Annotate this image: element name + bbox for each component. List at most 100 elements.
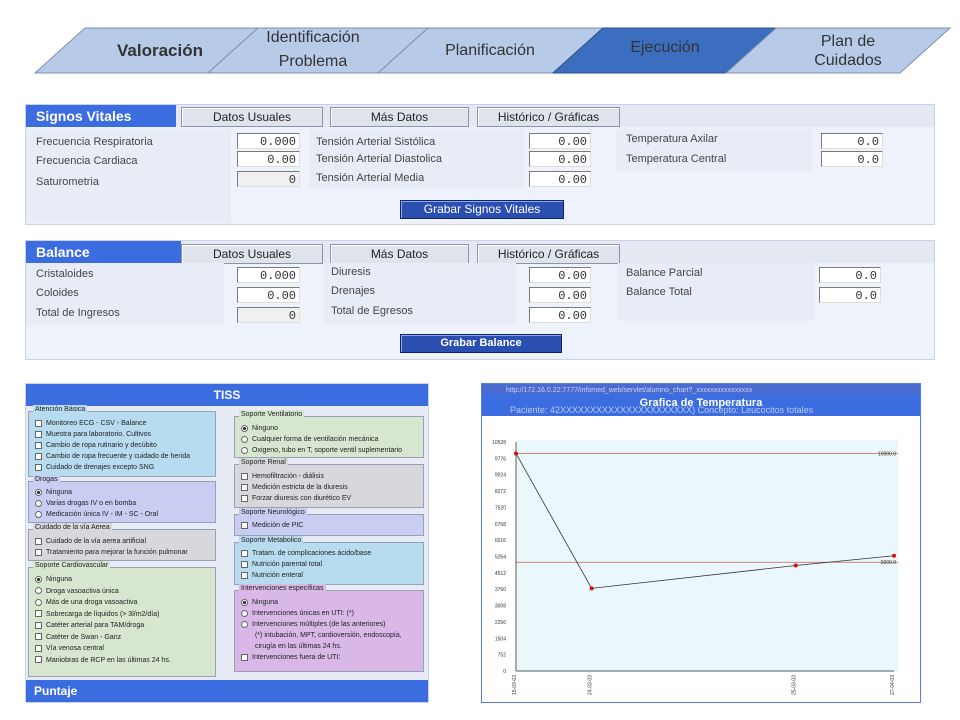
radio-button[interactable] bbox=[35, 575, 42, 583]
cristaloides-input[interactable]: 0.000 bbox=[237, 267, 300, 283]
tiss-group-title: Atención Básica bbox=[33, 405, 88, 415]
temperatura-central-input[interactable]: 0.0 bbox=[821, 151, 883, 167]
tiss-option[interactable]: Maniobras de RCP en las últimas 24 hs. bbox=[35, 656, 171, 666]
tiss-option-label: Maniobras de RCP en las últimas 24 hs. bbox=[46, 656, 171, 664]
checkbox[interactable] bbox=[35, 537, 42, 545]
tiss-option[interactable]: Intervenciones múltiples (de las anterio… bbox=[241, 620, 385, 630]
checkbox[interactable] bbox=[35, 656, 42, 664]
tiss-option[interactable]: Ninguna bbox=[241, 598, 278, 608]
checkbox[interactable] bbox=[35, 610, 42, 618]
tiss-option[interactable]: Cualquier forma de ventilación mecánica bbox=[241, 435, 378, 445]
checkbox[interactable] bbox=[241, 571, 248, 579]
tiss-option-label: Oxigeno, tubo en T, soporte ventil suple… bbox=[252, 447, 403, 454]
tiss-option[interactable]: Cambio de ropa frecuente y cuidado de he… bbox=[35, 452, 190, 462]
tiss-option[interactable]: Medicación única IV - IM - SC - Oral bbox=[35, 510, 158, 520]
tiss-option[interactable]: Ninguna bbox=[35, 488, 72, 498]
radio-button[interactable] bbox=[35, 587, 42, 595]
tiss-option[interactable]: Tratam. de complicaciones ácido/base bbox=[241, 549, 371, 559]
frecuencia-respiratoria-input[interactable]: 0.000 bbox=[237, 133, 300, 149]
radio-button[interactable] bbox=[241, 598, 248, 606]
radio-button[interactable] bbox=[241, 424, 248, 432]
checkbox[interactable] bbox=[35, 548, 42, 556]
tiss-option[interactable]: Ninguno bbox=[241, 424, 278, 434]
tiss-option[interactable]: Hemofiltración - diálisis bbox=[241, 472, 324, 482]
tiss-option-label: Droga vasoactiva única bbox=[46, 587, 119, 595]
total-egresos-input[interactable]: 0.00 bbox=[529, 307, 591, 323]
tiss-option[interactable]: Ninguna bbox=[35, 575, 72, 585]
temperatura-axilar-input[interactable]: 0.0 bbox=[821, 133, 883, 149]
tiss-option[interactable]: Tratamiento para mejorar la función pulm… bbox=[35, 548, 188, 558]
tiss-option[interactable]: Varias drogas IV o en bomba bbox=[35, 499, 136, 509]
radio-button[interactable] bbox=[35, 598, 42, 606]
coloides-input[interactable]: 0.00 bbox=[237, 287, 300, 303]
step-identificacion[interactable]: Identificación Problema bbox=[266, 29, 360, 70]
frecuencia-cardiaca-input[interactable]: 0.00 bbox=[237, 151, 300, 167]
checkbox[interactable] bbox=[35, 430, 42, 438]
tab-mas-datos[interactable]: Más Datos bbox=[330, 107, 469, 127]
checkbox[interactable] bbox=[35, 452, 42, 460]
radio-button[interactable] bbox=[241, 435, 248, 443]
step-shape-plan-cuidados[interactable] bbox=[724, 27, 952, 74]
tiss-option[interactable]: Forzar diuresis con diurético EV bbox=[241, 494, 351, 504]
tab-historico-graficas[interactable]: Histórico / Gráficas bbox=[477, 107, 620, 127]
checkbox[interactable] bbox=[35, 441, 42, 449]
label-temperatura-central: Temperatura Central bbox=[626, 153, 727, 165]
balance-total-input[interactable]: 0.0 bbox=[819, 287, 881, 303]
step-planificacion[interactable]: Planificación bbox=[445, 41, 535, 59]
grabar-signos-vitales-button[interactable]: Grabar Signos Vitales bbox=[400, 200, 564, 219]
checkbox[interactable] bbox=[241, 521, 248, 529]
checkbox[interactable] bbox=[35, 419, 42, 427]
checkbox[interactable] bbox=[35, 621, 42, 629]
radio-button[interactable] bbox=[35, 510, 42, 518]
tension-diastolica-input[interactable]: 0.00 bbox=[529, 151, 591, 167]
tiss-option[interactable]: Oxigeno, tubo en T, soporte ventil suple… bbox=[241, 446, 402, 456]
tiss-option[interactable]: Medición estricta de la diuresis bbox=[241, 483, 348, 493]
checkbox[interactable] bbox=[35, 633, 42, 641]
grabar-balance-button[interactable]: Grabar Balance bbox=[400, 334, 562, 353]
balance-parcial-input[interactable]: 0.0 bbox=[819, 267, 881, 283]
tab-datos-usuales[interactable]: Datos Usuales bbox=[181, 107, 323, 127]
balance-tab-datos-usuales[interactable]: Datos Usuales bbox=[181, 244, 323, 264]
tension-media-input[interactable]: 0.00 bbox=[529, 171, 591, 187]
tiss-option[interactable]: Vía venosa central bbox=[35, 644, 104, 654]
radio-button[interactable] bbox=[241, 609, 248, 617]
tiss-option[interactable]: Cambio de ropa rutinario y decúbito bbox=[35, 441, 157, 451]
tiss-option[interactable]: Nutrición enteral bbox=[241, 571, 303, 581]
radio-button[interactable] bbox=[35, 488, 42, 496]
tiss-option[interactable]: Monitoreo ECG - CSV - Balance bbox=[35, 419, 146, 429]
tiss-option[interactable]: Cuidado de la vía aerea artificial bbox=[35, 537, 146, 547]
balance-tab-mas-datos[interactable]: Más Datos bbox=[330, 244, 469, 264]
checkbox[interactable] bbox=[241, 653, 248, 661]
checkbox[interactable] bbox=[241, 494, 248, 502]
saturometria-input[interactable]: 0 bbox=[237, 171, 300, 187]
tiss-option[interactable]: Nutrición parental total bbox=[241, 560, 322, 570]
tiss-option[interactable]: Más de una droga vasoactiva bbox=[35, 598, 137, 608]
chart-url-text: http://172.16.0.22:7777/infomed_web/serv… bbox=[506, 387, 753, 394]
step-valoracion[interactable]: Valoración bbox=[117, 40, 203, 60]
radio-button[interactable] bbox=[241, 446, 248, 454]
drenajes-input[interactable]: 0.00 bbox=[529, 287, 591, 303]
tiss-option[interactable]: Medición de PIC bbox=[241, 521, 303, 531]
checkbox[interactable] bbox=[35, 644, 42, 652]
tiss-option[interactable]: Catéter de Swan - Ganz bbox=[35, 633, 121, 643]
tiss-option[interactable]: Intervenciones fuera de UTI: bbox=[241, 653, 340, 663]
diuresis-input[interactable]: 0.00 bbox=[529, 267, 591, 283]
step-plan-cuidados[interactable]: Plan de Cuidados bbox=[814, 33, 882, 69]
checkbox[interactable] bbox=[241, 549, 248, 557]
tiss-option[interactable]: Intervenciones únicas en UTI: (*) bbox=[241, 609, 354, 619]
balance-tab-historico-graficas[interactable]: Histórico / Gráficas bbox=[477, 244, 620, 264]
tiss-option[interactable]: Cuidado de drenajes excepto SNG bbox=[35, 463, 154, 473]
tiss-option[interactable]: Droga vasoactiva única bbox=[35, 587, 119, 597]
total-ingresos-input[interactable]: 0 bbox=[237, 307, 300, 323]
checkbox[interactable] bbox=[241, 483, 248, 491]
tiss-option[interactable]: Muestra para laboratorio. Cultivos bbox=[35, 430, 151, 440]
tension-sistolica-input[interactable]: 0.00 bbox=[529, 133, 591, 149]
checkbox[interactable] bbox=[241, 472, 248, 480]
checkbox[interactable] bbox=[241, 560, 248, 568]
radio-button[interactable] bbox=[35, 499, 42, 507]
tiss-option[interactable]: Sobrecarga de líquidos (> 3l/m2/día) bbox=[35, 610, 159, 620]
step-ejecucion[interactable]: Ejecución bbox=[630, 39, 700, 56]
checkbox[interactable] bbox=[35, 463, 42, 471]
tiss-option[interactable]: Catéter arterial para TAM/droga bbox=[35, 621, 144, 631]
radio-button[interactable] bbox=[241, 620, 248, 628]
